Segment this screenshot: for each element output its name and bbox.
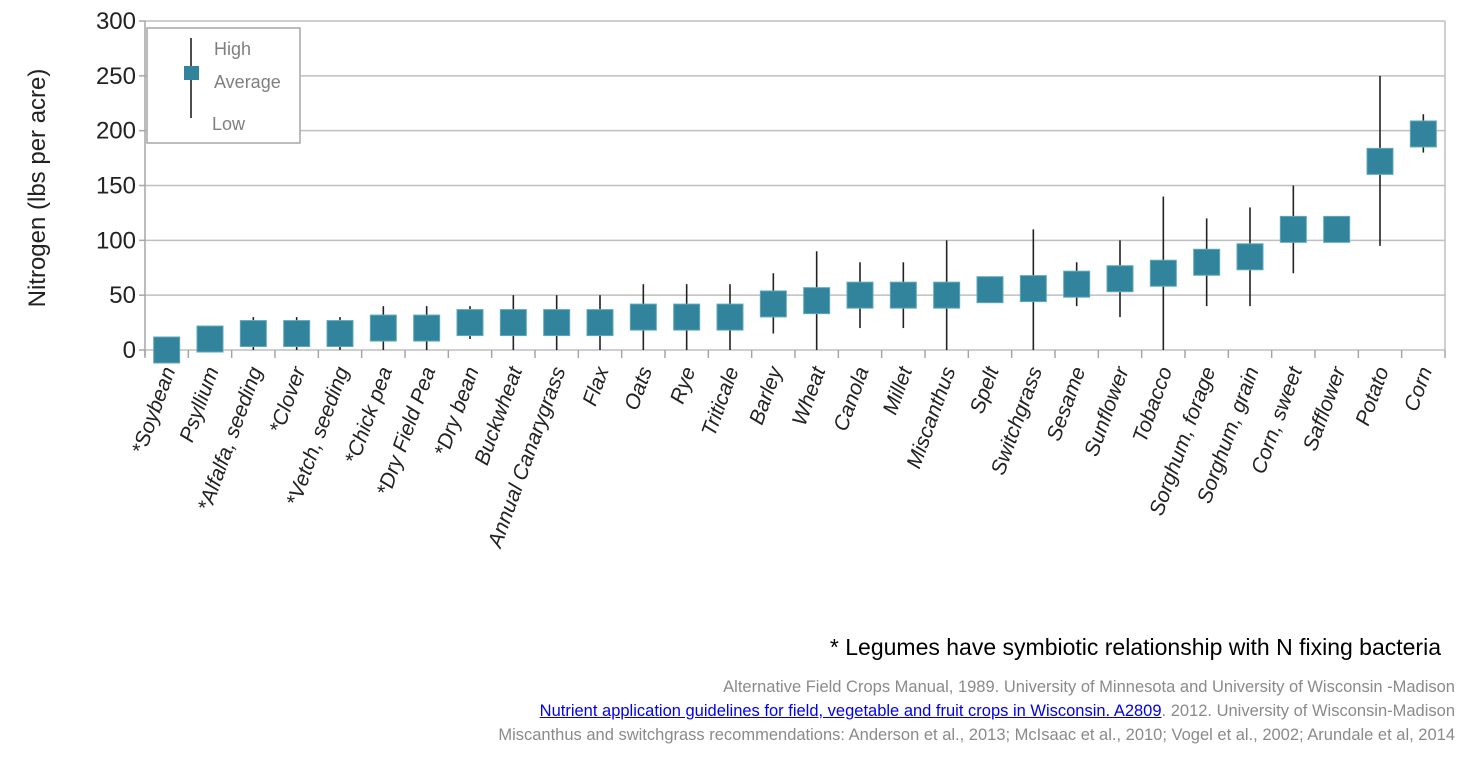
average-marker <box>153 336 181 364</box>
x-tick-label: Tobacco <box>1129 364 1178 446</box>
average-marker <box>196 325 224 353</box>
average-marker <box>586 309 614 337</box>
average-marker <box>456 309 484 337</box>
x-tick-label: Canola <box>829 364 873 434</box>
average-marker <box>1019 275 1047 303</box>
y-tick-label: 250 <box>96 63 136 90</box>
average-marker <box>1409 120 1437 148</box>
average-marker <box>716 303 744 331</box>
average-marker <box>413 314 441 342</box>
source-1: Alternative Field Crops Manual, 1989. Un… <box>723 678 1455 696</box>
source-2-rest: . 2012. University of Wisconsin-Madison <box>1161 702 1455 720</box>
x-tick-label: Flax <box>579 362 615 409</box>
x-tick-label: Sesame <box>1042 364 1090 444</box>
legend: High Average Low <box>146 27 301 144</box>
y-tick-label: 50 <box>109 282 136 309</box>
legend-average: Average <box>214 72 281 92</box>
x-tick-label: Oats <box>620 363 657 413</box>
x-tick-label: Potato <box>1351 364 1393 429</box>
source-2: Nutrient application guidelines for fiel… <box>540 702 1455 721</box>
x-tick-label: Corn <box>1400 364 1437 415</box>
average-marker <box>1106 265 1134 293</box>
average-marker <box>889 281 917 309</box>
x-tick-label: Psyllium <box>175 364 223 445</box>
y-tick-label: 100 <box>96 227 136 254</box>
nitrogen-chart: 0 50 100 150 200 250 300 Nitrogen (lbs per acr… <box>24 8 1446 552</box>
average-marker <box>759 290 787 318</box>
x-tick-label: Rye <box>666 364 700 407</box>
legend-average-marker <box>184 66 199 80</box>
average-marker <box>326 320 354 348</box>
average-marker <box>933 281 961 309</box>
average-marker <box>1149 259 1177 287</box>
x-tick-label: *Clover <box>265 363 311 437</box>
average-marker <box>976 276 1004 304</box>
y-tick-label: 0 <box>123 337 136 364</box>
source-2-link[interactable]: Nutrient application guidelines for fiel… <box>539 702 1162 720</box>
legend-low: Low <box>212 114 246 134</box>
source-3: Miscanthus and switchgrass recommendatio… <box>498 726 1455 744</box>
average-marker <box>846 281 874 309</box>
x-tick-label: Wheat <box>788 363 831 429</box>
x-tick-label: *Soybean <box>128 364 181 457</box>
average-marker <box>1063 270 1091 298</box>
average-marker <box>1236 243 1264 271</box>
average-marker <box>1323 215 1351 243</box>
y-axis-label: Nitrogen (lbs per acre) <box>24 69 51 308</box>
x-tick-label: Spelt <box>966 363 1004 417</box>
average-marker <box>673 303 701 331</box>
y-tick-label: 150 <box>96 173 136 200</box>
average-marker <box>629 303 657 331</box>
x-tick-label: Triticale <box>697 364 743 439</box>
average-marker <box>1193 248 1221 276</box>
average-marker <box>803 287 831 315</box>
average-marker <box>1366 147 1394 175</box>
average-marker <box>499 309 527 337</box>
average-marker <box>369 314 397 342</box>
average-marker <box>1279 215 1307 243</box>
average-marker <box>543 309 571 337</box>
x-tick-label: Barley <box>745 362 787 427</box>
average-marker <box>283 320 311 348</box>
legend-high: High <box>214 39 251 59</box>
legume-footnote: * Legumes have symbiotic relationship wi… <box>829 634 1441 660</box>
average-marker <box>239 320 267 348</box>
x-tick-label: Millet <box>879 363 918 418</box>
x-tick-label: Safflower <box>1299 363 1351 454</box>
y-tick-label: 200 <box>96 118 136 145</box>
y-tick-label: 300 <box>96 8 136 35</box>
